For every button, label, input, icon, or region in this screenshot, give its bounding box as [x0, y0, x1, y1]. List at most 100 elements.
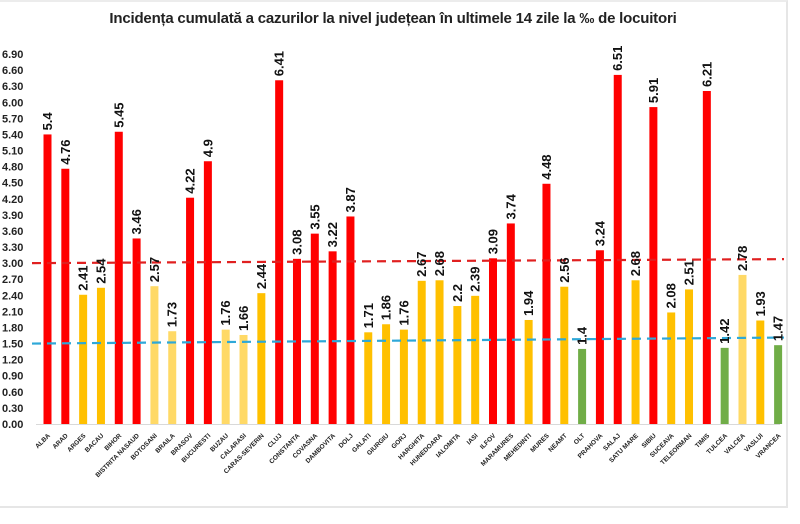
- bar-mehedinti: [524, 319, 533, 424]
- bar-dolj: [346, 216, 355, 424]
- data-label: 2.56: [557, 257, 572, 282]
- bar-caras-severin: [257, 293, 266, 424]
- bar-bistrita-nasaud: [132, 238, 141, 424]
- bar-ialomita: [453, 306, 462, 424]
- data-label: 4.9: [200, 139, 215, 157]
- data-label: 2.39: [468, 267, 483, 292]
- data-label: 1.76: [396, 300, 411, 325]
- y-tick-label: 6.30: [2, 81, 23, 93]
- bar-valcea: [738, 274, 747, 424]
- data-label: 1.86: [379, 295, 394, 320]
- bar-salaj: [613, 74, 622, 425]
- bar-galati: [364, 332, 373, 424]
- data-label: 3.87: [343, 187, 358, 212]
- data-label: 1.4: [575, 326, 590, 345]
- bar-brasov: [186, 197, 195, 424]
- bar-arges: [79, 294, 88, 424]
- data-label: 2.57: [147, 257, 162, 282]
- data-label: 6.21: [699, 62, 714, 87]
- bar-mures: [542, 183, 551, 424]
- chart-title: Incidența cumulată a cazurilor la nivel …: [109, 10, 677, 27]
- y-tick-label: 3.90: [2, 210, 23, 222]
- bar-vrancea: [774, 345, 783, 424]
- bar-prahova: [595, 250, 604, 424]
- bar-alba: [43, 134, 52, 424]
- bar-hunedoara: [435, 280, 444, 424]
- x-tick-label: OLT: [573, 432, 587, 446]
- data-label: 2.2: [450, 284, 465, 302]
- bar-cluj: [275, 80, 284, 424]
- y-tick-label: 0.60: [2, 387, 23, 399]
- data-label: 2.67: [414, 252, 429, 277]
- data-label: 1.47: [771, 316, 786, 341]
- bar-dambovita: [328, 251, 337, 424]
- y-tick-label: 5.70: [2, 113, 23, 125]
- y-tick-label: 1.20: [2, 355, 23, 367]
- y-tick-label: 6.90: [2, 49, 23, 61]
- y-tick-label: 4.80: [2, 162, 23, 174]
- data-label: 4.22: [183, 168, 198, 193]
- data-label: 5.4: [40, 112, 55, 131]
- data-label: 1.71: [361, 303, 376, 328]
- bars: [43, 74, 783, 425]
- data-label: 1.73: [165, 302, 180, 327]
- data-label: 3.46: [129, 209, 144, 234]
- data-label: 3.08: [289, 230, 304, 255]
- bar-giurgiu: [382, 324, 391, 424]
- data-label: 1.66: [236, 306, 251, 331]
- x-tick-label: BACAU: [84, 432, 106, 454]
- data-label: 5.45: [111, 102, 126, 127]
- y-tick-label: 0.00: [2, 419, 23, 431]
- x-tick-label: ALBA: [34, 432, 52, 450]
- data-label: 2.68: [628, 251, 643, 276]
- bar-harghita: [417, 280, 426, 424]
- data-label: 3.22: [325, 222, 340, 247]
- bar-calarasi: [239, 334, 248, 424]
- bar-gorj: [399, 329, 408, 424]
- bar-bucuresti: [203, 161, 212, 424]
- bar-buzau: [221, 329, 230, 424]
- data-label: 1.94: [521, 290, 536, 316]
- x-tick-label: IASI: [466, 432, 480, 446]
- reference-line-threshold-3: [31, 258, 785, 265]
- y-tick-label: 3.60: [2, 226, 23, 238]
- bar-vaslui: [756, 320, 765, 424]
- y-tick-label: 3.00: [2, 258, 23, 270]
- y-tick-label: 0.30: [2, 403, 23, 415]
- bar-ilfov: [489, 258, 497, 424]
- data-label: 2.08: [664, 283, 679, 308]
- y-tick-label: 4.20: [2, 194, 23, 206]
- data-label: 1.76: [218, 300, 233, 325]
- y-tick-label: 2.70: [2, 274, 23, 286]
- data-label: 3.09: [486, 229, 501, 254]
- y-tick-label: 6.60: [2, 65, 23, 77]
- bar-neamt: [560, 286, 569, 424]
- data-label: 6.41: [272, 51, 287, 76]
- y-tick-label: 2.10: [2, 306, 23, 318]
- bar-olt: [578, 348, 587, 424]
- bar-iasi: [471, 295, 480, 424]
- y-tick-label: 1.50: [2, 339, 23, 351]
- data-label: 2.44: [254, 263, 269, 289]
- data-label: 1.42: [717, 319, 732, 344]
- bar-timis: [702, 91, 711, 424]
- y-tick-label: 2.40: [2, 290, 23, 302]
- data-label: 5.91: [646, 78, 661, 103]
- bar-maramures: [506, 223, 515, 424]
- y-tick-label: 6.00: [2, 97, 23, 109]
- data-labels: 5.44.76 2.41 2.54 5.45 3.46 2.57 1.73 4.224.9 1.…: [40, 46, 786, 345]
- bar-tulcea: [720, 347, 729, 424]
- data-label: 6.51: [610, 46, 625, 71]
- bar-sibiu: [649, 107, 658, 424]
- bar-suceava: [667, 312, 676, 424]
- bar-covasna: [310, 233, 319, 424]
- data-label: 2.41: [76, 265, 91, 290]
- data-label: 3.74: [503, 193, 518, 219]
- data-label: 2.68: [432, 251, 447, 276]
- data-label: 1.93: [753, 291, 768, 316]
- bar-constanta: [292, 258, 301, 424]
- reference-lines: [31, 258, 785, 345]
- bar-botosani: [150, 286, 159, 424]
